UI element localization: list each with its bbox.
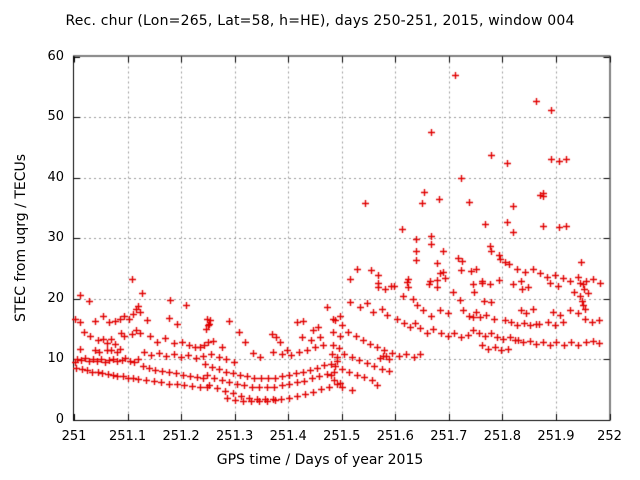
y-tick-label: 50: [47, 109, 64, 125]
y-tick-label: 40: [47, 169, 64, 185]
x-tick-label: 251.1: [108, 429, 147, 444]
y-tick-label: 10: [47, 351, 64, 367]
y-tick-label: 20: [47, 290, 64, 306]
x-tick-label: 251.9: [537, 429, 575, 444]
x-axis-label: GPS time / Days of year 2015: [216, 452, 424, 468]
x-tick-label: 252: [597, 429, 622, 444]
x-tick-label: 251.4: [269, 429, 307, 444]
x-tick-label: 251: [61, 429, 87, 444]
x-tick-label: 251.7: [430, 429, 468, 444]
x-tick-label: 251.8: [483, 429, 521, 444]
y-tick-label: 0: [55, 412, 64, 427]
chart-title: Rec. chur (Lon=265, Lat=58, h=HE), days …: [65, 13, 575, 29]
y-tick-label: 60: [47, 48, 64, 64]
y-tick-label: 30: [47, 230, 64, 246]
x-tick-label: 251.2: [162, 429, 200, 444]
x-tick-label: 251.5: [323, 429, 361, 444]
x-tick-label: 251.6: [376, 429, 414, 444]
x-tick-label: 251.3: [216, 429, 254, 444]
